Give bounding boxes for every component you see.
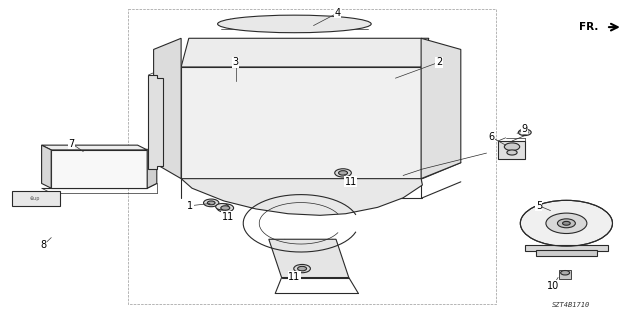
Text: ⊕up: ⊕up [30,196,40,201]
Circle shape [546,213,587,234]
Text: 1: 1 [187,201,193,211]
Text: 7: 7 [68,138,75,149]
Circle shape [563,221,570,225]
Polygon shape [181,179,422,215]
Circle shape [216,204,228,210]
Polygon shape [269,239,349,278]
Text: 10: 10 [547,280,559,291]
Text: 5: 5 [536,201,542,211]
Circle shape [557,219,575,228]
Bar [12,191,60,206]
Bar [128,9,496,304]
Polygon shape [154,38,181,179]
Circle shape [507,150,517,155]
Circle shape [207,201,215,205]
Circle shape [298,266,307,271]
Polygon shape [42,145,51,188]
Bar [559,270,571,279]
Circle shape [504,143,520,151]
Bar [536,250,597,256]
Circle shape [518,129,531,136]
Text: SZT4B1710: SZT4B1710 [552,302,591,308]
Text: 9: 9 [522,123,528,134]
Circle shape [204,199,219,207]
Text: 11: 11 [288,272,301,282]
Circle shape [221,206,230,210]
Text: FR.: FR. [579,22,598,32]
Circle shape [561,271,570,275]
Bar [498,141,525,159]
Circle shape [217,204,234,212]
Text: 11: 11 [344,177,357,187]
Bar [525,245,608,251]
Polygon shape [147,145,157,188]
Circle shape [335,169,351,177]
Circle shape [294,264,310,273]
Text: 3: 3 [232,57,239,67]
Ellipse shape [218,15,371,33]
Text: 2: 2 [436,57,442,67]
Polygon shape [421,38,461,179]
Polygon shape [42,145,147,150]
Text: 11: 11 [221,212,234,222]
Circle shape [520,200,612,246]
Circle shape [339,171,348,175]
Text: 6: 6 [488,132,495,142]
Text: 8: 8 [40,240,47,250]
Polygon shape [181,38,429,67]
Polygon shape [148,75,163,169]
Circle shape [522,131,528,134]
Polygon shape [181,67,421,179]
Polygon shape [51,150,147,188]
Text: 4: 4 [335,8,341,18]
